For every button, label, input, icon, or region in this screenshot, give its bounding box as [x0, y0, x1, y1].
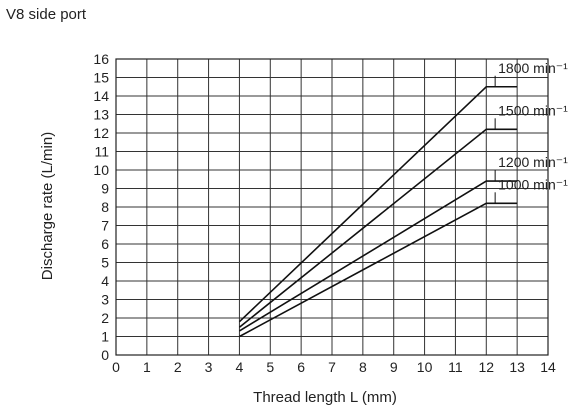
y-tick-label: 6 — [101, 236, 109, 252]
y-tick-label: 9 — [101, 181, 109, 197]
y-tick-label: 13 — [93, 107, 109, 123]
series-line-0 — [238, 85, 518, 323]
plot-frame — [115, 58, 549, 356]
y-axis-label: Discharge rate (L/min) — [39, 132, 56, 280]
x-tick-label: 9 — [390, 359, 398, 375]
x-tick-label: 4 — [236, 359, 244, 375]
chart-title: V8 side port — [6, 6, 87, 23]
y-tick-label: 0 — [101, 347, 109, 363]
x-tick-label: 8 — [359, 359, 367, 375]
x-tick-label: 12 — [478, 359, 494, 375]
x-axis-label: Thread length L (mm) — [253, 389, 397, 406]
y-tick-label: 2 — [101, 310, 109, 326]
y-tick-label: 4 — [101, 273, 109, 289]
series-line-3 — [239, 202, 518, 338]
y-tick-label: 1 — [101, 329, 109, 345]
y-tick-label: 10 — [93, 162, 109, 178]
y-tick-label: 11 — [94, 144, 109, 160]
series-label-0: 1800 min⁻¹ — [498, 60, 568, 76]
grid-layer — [115, 58, 549, 356]
series-label-2: 1200 min⁻¹ — [498, 154, 568, 170]
x-tick-label: 6 — [297, 359, 305, 375]
x-tick-label: 10 — [417, 359, 433, 375]
x-tick-label: 1 — [143, 359, 151, 375]
y-tick-label: 3 — [101, 292, 109, 308]
series-line-2 — [239, 180, 518, 332]
x-tick-label: 14 — [540, 359, 556, 375]
series-line-1 — [238, 128, 518, 328]
x-tick-label: 5 — [266, 359, 274, 375]
y-tick-label: 14 — [93, 88, 109, 104]
y-tick-label: 16 — [93, 51, 109, 67]
y-tick-label: 8 — [101, 199, 109, 215]
x-tick-label: 13 — [509, 359, 525, 375]
y-tick-label: 7 — [101, 218, 109, 234]
x-tick-label: 0 — [112, 359, 120, 375]
series-label-1: 1500 min⁻¹ — [498, 102, 568, 118]
series-label-3: 1000 min⁻¹ — [498, 176, 568, 192]
series-layer — [238, 75, 518, 338]
x-tick-label: 7 — [328, 359, 336, 375]
x-tick-label: 3 — [205, 359, 213, 375]
y-tick-label: 15 — [93, 70, 109, 86]
x-tick-label: 2 — [174, 359, 182, 375]
y-tick-label: 12 — [93, 125, 109, 141]
x-tick-label: 11 — [448, 359, 463, 375]
label-layer: 0 1 2 3 4 5 6 7 8 9 10 11 12 13 1401234567891011121314… — [93, 51, 568, 375]
y-tick-label: 5 — [101, 255, 109, 271]
